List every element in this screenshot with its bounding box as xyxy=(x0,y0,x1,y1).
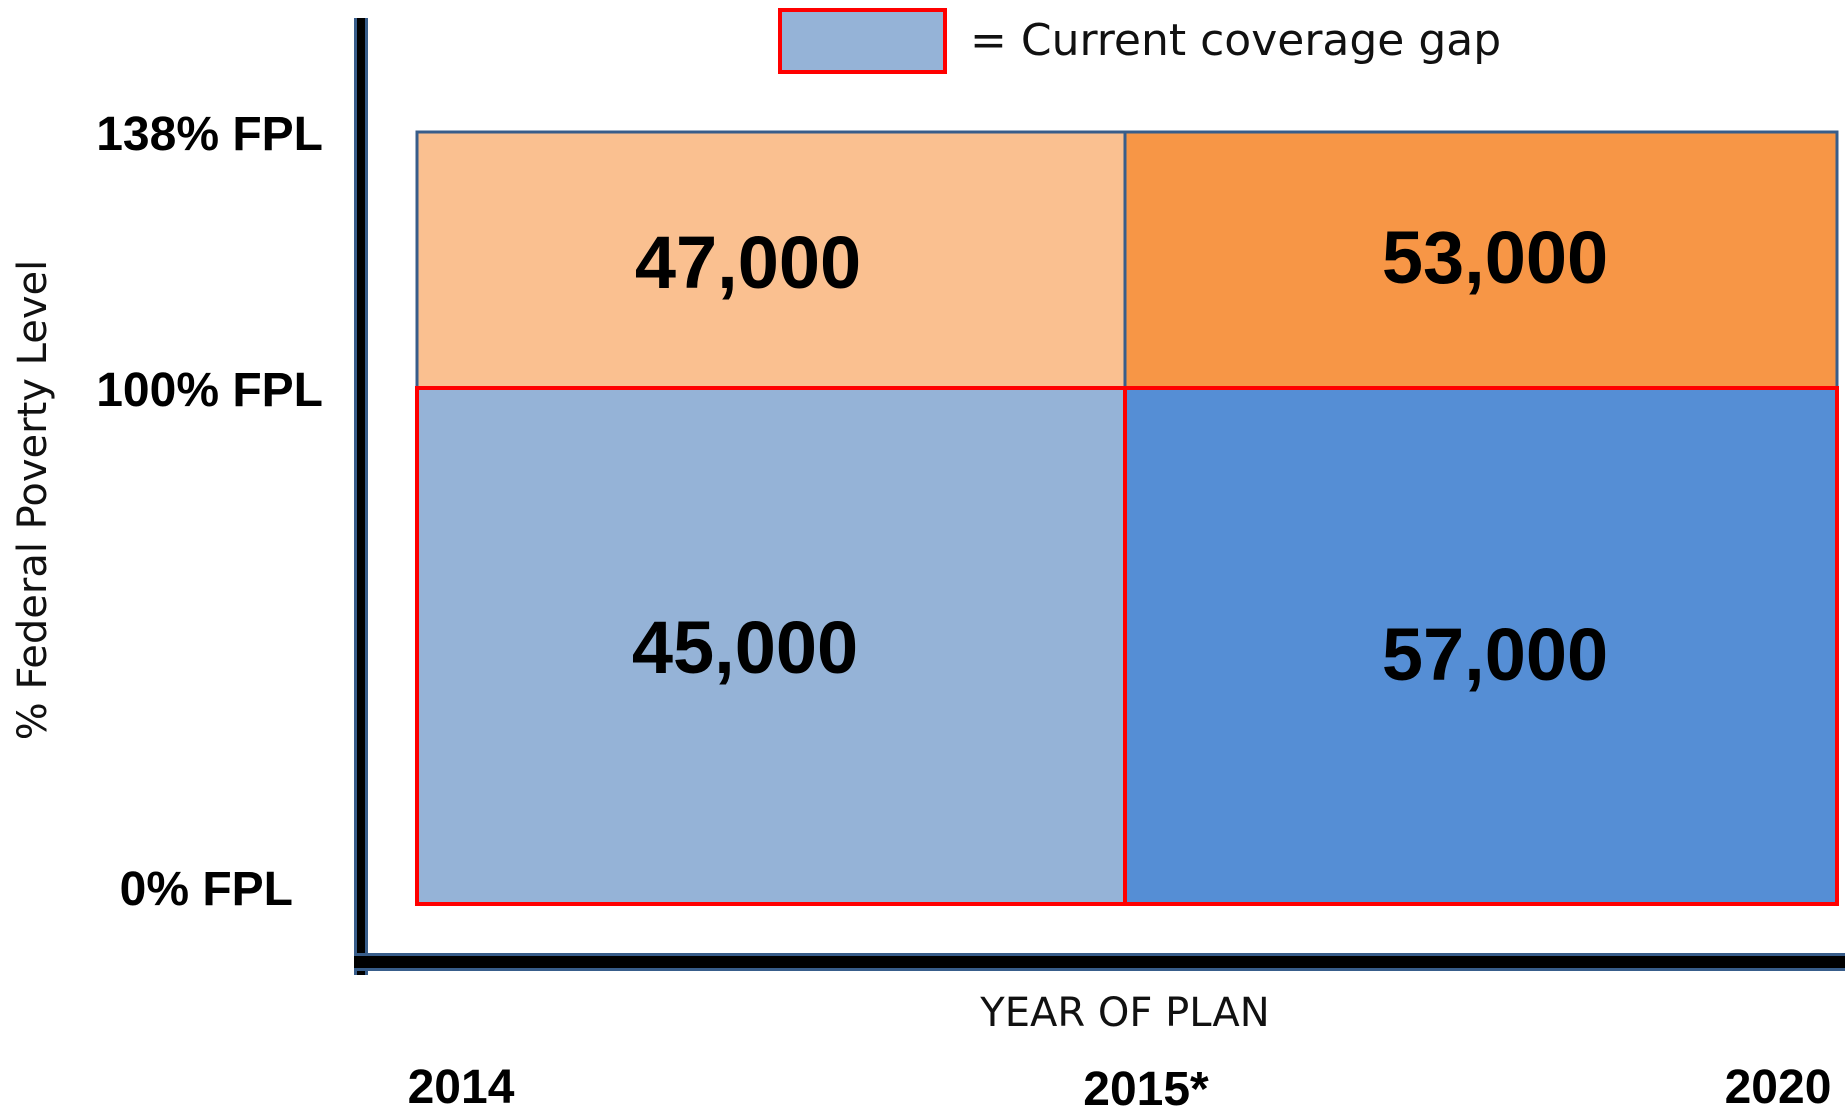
x-tick-2020: 2020 xyxy=(1725,1061,1832,1110)
cell-label-45000: 45,000 xyxy=(632,606,858,689)
y-tick-100: 100% FPL xyxy=(96,364,323,417)
cell-label-53000: 53,000 xyxy=(1382,216,1608,299)
cell-bottom-left xyxy=(417,388,1125,904)
x-tick-2014: 2014 xyxy=(408,1061,515,1110)
x-axis-title: YEAR OF PLAN xyxy=(979,990,1269,1036)
legend-swatch xyxy=(780,10,945,72)
axes xyxy=(354,18,1845,975)
y-axis-title: % Federal Poverty Level xyxy=(10,260,56,741)
x-tick-2015: 2015* xyxy=(1083,1063,1209,1110)
cell-label-47000: 47,000 xyxy=(635,221,861,304)
gap-border-right xyxy=(1123,386,1839,906)
legend-label: = Current coverage gap xyxy=(970,15,1502,66)
cell-label-57000: 57,000 xyxy=(1382,613,1608,696)
y-tick-0: 0% FPL xyxy=(120,863,293,916)
cell-top-left xyxy=(417,132,1125,388)
cells xyxy=(417,132,1837,904)
y-tick-138: 138% FPL xyxy=(96,108,323,161)
cell-bottom-right xyxy=(1125,388,1837,904)
legend-swatch-border xyxy=(778,8,947,74)
cell-top-right xyxy=(1125,132,1837,388)
gap-borders xyxy=(415,386,1839,906)
